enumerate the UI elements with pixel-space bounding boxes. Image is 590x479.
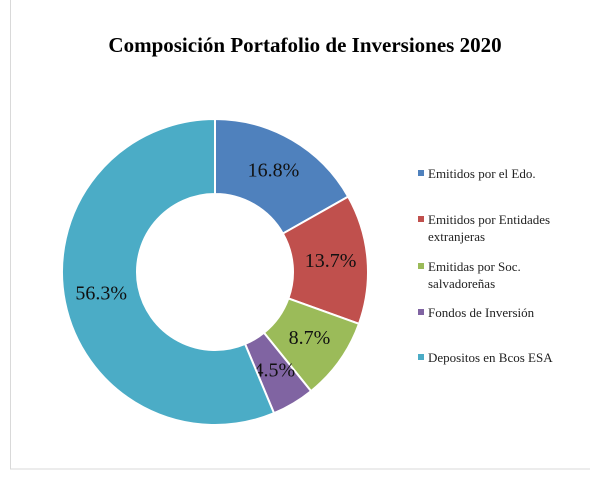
legend-label: Depositos en Bcos ESA bbox=[428, 350, 553, 365]
legend-item: Fondos de Inversión bbox=[418, 304, 588, 321]
legend-swatch bbox=[418, 354, 424, 360]
legend-label: Emitidos por el Edo. bbox=[428, 166, 536, 181]
chart-frame bbox=[10, 0, 590, 470]
legend-label: Emitidos por Entidades extranjeras bbox=[428, 212, 551, 244]
legend-item: Emitidos por Entidades extranjeras bbox=[418, 211, 588, 245]
legend-item: Emitidos por el Edo. bbox=[418, 165, 588, 182]
legend-swatch bbox=[418, 309, 424, 315]
legend-item: Depositos en Bcos ESA bbox=[418, 349, 588, 366]
chart-title: Composición Portafolio de Inversiones 20… bbox=[108, 33, 501, 57]
data-label: 4.5% bbox=[254, 359, 296, 381]
data-label: 13.7% bbox=[305, 250, 357, 272]
legend-swatch bbox=[418, 170, 424, 176]
legend-swatch bbox=[418, 263, 424, 269]
legend-label: Fondos de Inversión bbox=[428, 305, 535, 320]
legend-item: Emitidas por Soc. salvadoreñas bbox=[418, 258, 588, 292]
data-label: 56.3% bbox=[75, 282, 127, 304]
legend-swatch bbox=[418, 216, 424, 222]
donut-slice bbox=[61, 117, 276, 426]
legend-label: Emitidas por Soc. salvadoreñas bbox=[428, 259, 521, 291]
data-label: 16.8% bbox=[248, 159, 300, 181]
data-label: 8.7% bbox=[289, 327, 331, 349]
